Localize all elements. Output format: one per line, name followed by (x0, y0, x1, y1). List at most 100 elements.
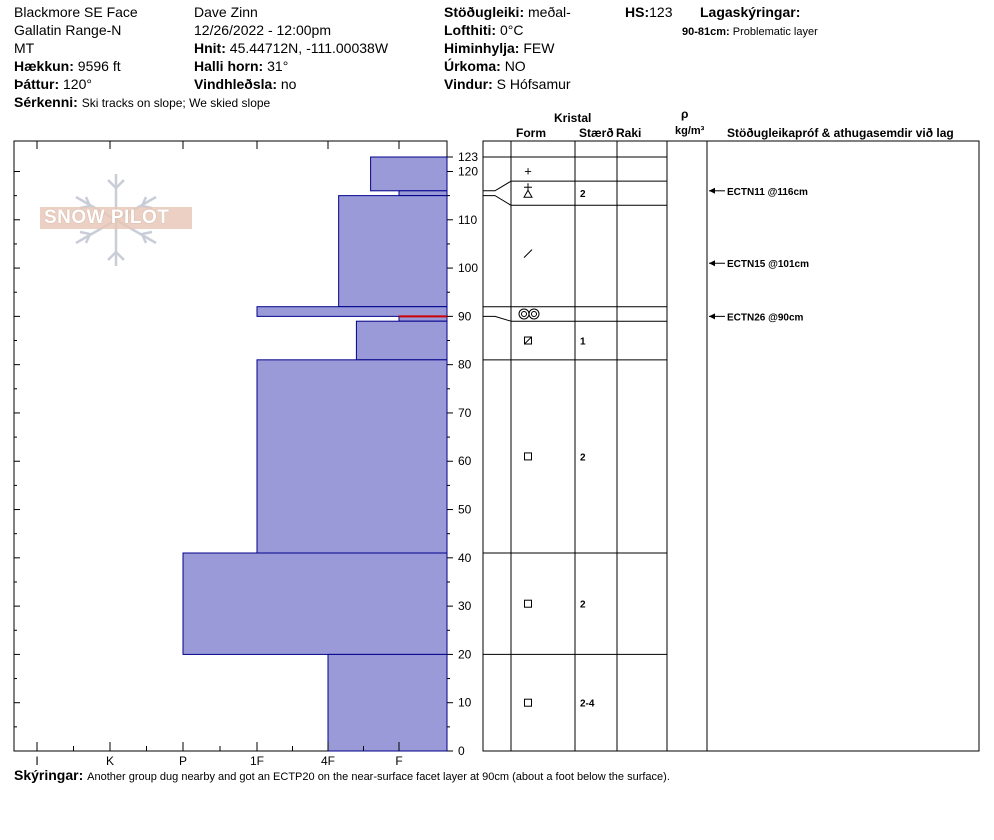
stability-test-label: ECTN26 @90cm (727, 312, 804, 323)
hardness-layer-bar (256, 306, 448, 317)
wind-loading-value: no (280, 76, 297, 92)
grain-size-label: 2 (580, 600, 586, 611)
features-label: Sérkenni: (14, 94, 78, 110)
moisture-heading: Raki (616, 126, 642, 140)
stability-row: Stöðugleiki: meðal- (444, 4, 571, 20)
test-arrow-icon (709, 260, 715, 267)
test-arrow-icon (709, 313, 715, 320)
sky-value: FEW (523, 40, 555, 56)
elevation-row: Hækkun: 9596 ft (14, 58, 121, 74)
hardness-layer-bar (398, 190, 448, 197)
features-value: Ski tracks on slope; We skied slope (81, 96, 271, 110)
rounding-facet-icon (524, 336, 532, 345)
depth-tick-label: 110 (458, 213, 477, 227)
aspect-row: Þáttur: 120° (14, 76, 92, 92)
wind-row: Vindur: S Hófsamur (444, 76, 571, 92)
depth-tick-label: 10 (458, 696, 472, 710)
new-snow-icon: + (524, 163, 532, 178)
sky-row: Himinhylja: FEW (444, 40, 554, 56)
location-name: Blackmore SE Face (14, 4, 138, 20)
air-temp-value: 0°C (499, 22, 524, 38)
layer-note-row: 90-81cm: Problematic layer (682, 24, 818, 40)
rounding-facet-slash (524, 336, 532, 345)
air-temp-row: Lofthiti: 0°C (444, 22, 523, 38)
grain-size-label: 2-4 (580, 699, 595, 710)
wind-value: S Hófsamur (496, 76, 571, 92)
hardness-tick-label: 4F (321, 754, 335, 768)
hardness-layer-bar (182, 552, 448, 655)
melt-form-icon (518, 308, 530, 320)
layer-note-range: 90-81cm: (682, 26, 730, 38)
stability-test-label: ECTN15 @101cm (727, 259, 809, 270)
coords-label: Hnit: (194, 40, 226, 56)
stability-test-label: ECTN11 @116cm (727, 187, 808, 198)
surface-hoar-icon (523, 183, 533, 198)
hardness-layer-bar (370, 156, 448, 192)
depth-tick-label: 0 (458, 744, 465, 758)
wind-label: Vindur: (444, 76, 493, 92)
depth-tick-label: 90 (458, 309, 472, 323)
depth-tick-label: 30 (458, 599, 472, 613)
grain-size-label: 2 (580, 452, 586, 463)
size-heading: Stærð (579, 126, 614, 140)
test-arrow-icon (709, 187, 715, 194)
hardness-layer-bar (338, 195, 448, 308)
slope-value: 31° (267, 58, 289, 74)
notes-label: Skýringar: (14, 767, 84, 783)
precip-label: Úrkoma: (444, 58, 501, 74)
notes-row: Skýringar: Another group dug nearby and … (14, 767, 670, 785)
state: MT (14, 40, 35, 56)
facet-icon (524, 599, 532, 608)
aspect-label: Þáttur: (14, 76, 60, 92)
hardness-tick-label: 1F (250, 754, 264, 768)
depth-tick-label: 50 (458, 503, 472, 517)
melt-form-inner-icon (521, 310, 527, 317)
depth-tick-label: 20 (458, 647, 472, 661)
hardness-tick-label: F (395, 754, 402, 768)
strat-frame (482, 140, 980, 752)
comments-heading: Stöðugleikapróf & athugasemdir við lag (727, 126, 954, 140)
hardness-layer-bar (256, 359, 448, 554)
hardness-layer-bar (327, 653, 448, 752)
observation-datetime: 12/26/2022 - 12:00pm (194, 22, 331, 38)
slope-row: Halli horn: 31° (194, 58, 288, 74)
sky-label: Himinhylja: (444, 40, 520, 56)
strat-connector-line (483, 180, 512, 192)
facet-icon (524, 452, 532, 461)
observer-name: Dave Zinn (194, 4, 258, 20)
coords-value: 45.44712N, -111.00038W (229, 40, 389, 56)
hardness-tick-label: P (179, 754, 187, 768)
depth-tick-label: 80 (458, 358, 472, 372)
notes-value: Another group dug nearby and got an ECTP… (87, 771, 670, 783)
depth-tick-label: 123 (458, 150, 478, 164)
coords-row: Hnit: 45.44712N, -111.00038W (194, 40, 388, 56)
layer-note-text: Problematic layer (732, 26, 818, 38)
depth-tick-label: 120 (458, 164, 478, 178)
hs-row: HS:123 (625, 4, 672, 20)
hardness-tick-label: I (35, 754, 38, 768)
stability-label: Stöðugleiki: (444, 4, 525, 20)
hardness-layer-bar (355, 320, 448, 361)
decomposing-particles-icon (523, 249, 533, 258)
aspect-value: 120° (63, 76, 92, 92)
wind-loading-row: Vindhleðsla: no (194, 76, 296, 92)
precip-row: Úrkoma: NO (444, 58, 526, 74)
crystal-heading: Kristal (554, 111, 592, 125)
depth-tick-label: 60 (458, 454, 472, 468)
slope-label: Halli horn: (194, 58, 264, 74)
depth-tick-label: 100 (458, 261, 478, 275)
density-symbol: ρ (681, 107, 689, 121)
air-temp-label: Lofthiti: (444, 22, 497, 38)
logo-text: SNOW PILOT (44, 207, 170, 228)
hs-value: 123 (649, 4, 673, 20)
hs-label: HS: (625, 4, 650, 20)
layer-notes-label: Lagaskýringar: (700, 4, 801, 20)
melt-form-inner-icon (531, 310, 537, 317)
facet-icon (524, 698, 532, 707)
precip-value: NO (504, 58, 526, 74)
features-row: Sérkenni: Ski tracks on slope; We skied … (14, 94, 270, 111)
elevation-value: 9596 ft (77, 58, 121, 74)
hardness-tick-label: K (106, 754, 114, 768)
elevation-label: Hækkun: (14, 58, 74, 74)
